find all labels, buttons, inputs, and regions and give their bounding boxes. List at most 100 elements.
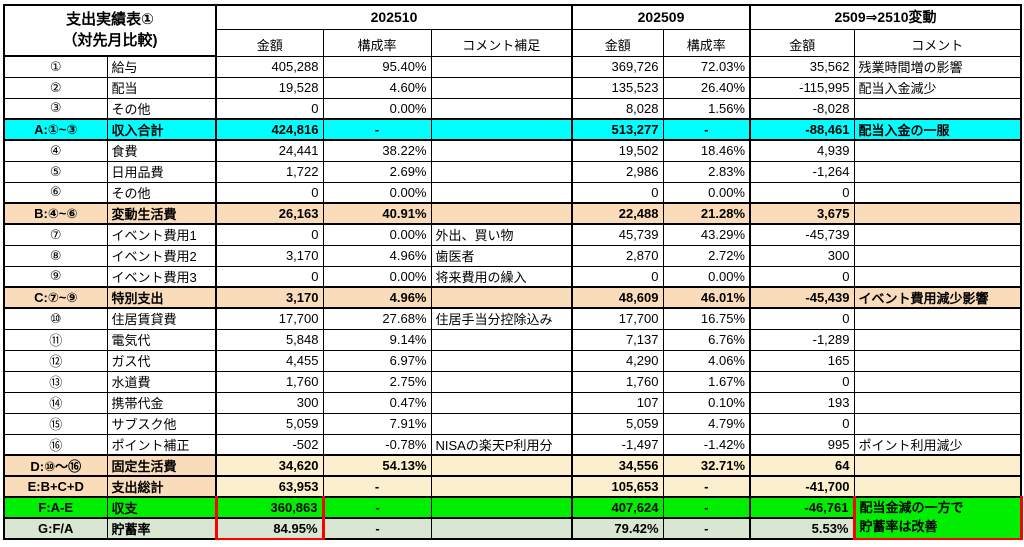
prev-amount-cell: 369,726 — [571, 55, 664, 78]
item-name-cell: 日用品費 — [106, 160, 217, 183]
prev-ratio-cell: 2.72% — [662, 244, 751, 267]
change-amount-cell: -41,700 — [749, 475, 855, 498]
table-title: 支出実績表① （対先月比較) — [3, 4, 217, 57]
current-comment-cell — [430, 118, 573, 141]
change-amount-cell: 3,675 — [749, 202, 855, 225]
prev-ratio-cell: - — [662, 118, 751, 141]
row-id-cell: ⑦ — [3, 223, 108, 246]
current-ratio-cell: 0.00% — [322, 97, 432, 120]
current-ratio-cell: 0.00% — [322, 223, 432, 246]
current-amount-cell: 3,170 — [215, 244, 324, 267]
prev-ratio-cell: 46.01% — [662, 286, 751, 309]
current-ratio-cell: - — [322, 496, 432, 519]
change-comment-cell — [853, 454, 1022, 477]
current-amount-cell: 0 — [215, 223, 324, 246]
month-current-header: 202510 — [215, 4, 573, 30]
prev-ratio-cell: 4.06% — [662, 349, 751, 372]
change-amount-cell: -1,289 — [749, 328, 855, 351]
current-comment-cell — [430, 370, 573, 393]
table-row: ⑨ イベント費用3 0 0.00% 将来費用の繰入 0 0.00% 0 — [3, 265, 1022, 288]
table-row: ⑪ 電気代 5,848 9.14% 7,137 6.76% -1,289 — [3, 328, 1022, 351]
item-name-cell: 支出総計 — [106, 475, 217, 498]
row-id-cell: ⑮ — [3, 412, 108, 435]
change-comment-cell — [853, 412, 1022, 435]
prev-ratio-cell: 4.79% — [662, 412, 751, 435]
current-amount-cell: 19,528 — [215, 76, 324, 99]
item-name-cell: イベント費用1 — [106, 223, 217, 246]
change-amount-cell: 4,939 — [749, 139, 855, 162]
current-ratio-cell: 0.00% — [322, 181, 432, 204]
note-line: 配当金減の一方で — [859, 500, 964, 516]
row-id-cell: B:④~⑥ — [3, 202, 108, 225]
item-name-cell: ガス代 — [106, 349, 217, 372]
header-row-months: 支出実績表① （対先月比較) 202510 202509 2509⇒2510変動 — [3, 4, 1022, 57]
table-row: ⑧ イベント費用2 3,170 4.96% 歯医者 2,870 2.72% 300 — [3, 244, 1022, 267]
current-comment-cell — [430, 139, 573, 162]
current-comment-cell — [430, 160, 573, 183]
row-id-cell: ⑭ — [3, 391, 108, 414]
prev-ratio-cell: 26.40% — [662, 76, 751, 99]
table-row: D:⑩～⑯ 固定生活費 34,620 54.13% 34,556 32.71% 64 — [3, 454, 1022, 477]
change-amount-cell: 64 — [749, 454, 855, 477]
prev-ratio-cell: 16.75% — [662, 307, 751, 330]
current-ratio-cell: 6.97% — [322, 349, 432, 372]
table-row: A:①~③ 収入合計 424,816-513,277- -88,461 配当入金の一服 — [3, 118, 1022, 141]
current-ratio-cell: - — [322, 475, 432, 498]
current-comment-cell: 将来費用の繰入 — [430, 265, 573, 288]
change-comment-cell — [853, 181, 1022, 204]
item-name-cell: 水道費 — [106, 370, 217, 393]
table-row: ⑭ 携帯代金 300 0.47% 107 0.10% 193 — [3, 391, 1022, 414]
row-id-cell: ⑯ — [3, 433, 108, 456]
change-amount-cell: -46,761 — [749, 496, 855, 519]
prev-ratio-cell: 43.29% — [662, 223, 751, 246]
prev-ratio-cell: 6.76% — [662, 328, 751, 351]
prev-amount-cell: 105,653 — [571, 475, 664, 498]
change-comment-cell — [853, 97, 1022, 120]
change-comment-cell — [853, 370, 1022, 393]
current-amount-cell: 26,163 — [215, 202, 324, 225]
table-row: ② 配当 19,528 4.60% 135,523 26.40% -115,995 配当入金減… — [3, 76, 1022, 99]
prev-ratio-cell: 0.00% — [662, 181, 751, 204]
highlight-note-cell: 配当金減の一方で 貯蓄率は改善 — [852, 496, 1023, 540]
change-comment-cell — [853, 244, 1022, 267]
current-comment-cell: 住居手当分控除込み — [430, 307, 573, 330]
item-name-cell: 給与 — [106, 55, 217, 78]
row-id-cell: ③ — [3, 97, 108, 120]
expense-table: 支出実績表① （対先月比較) 202510 202509 2509⇒2510変動… — [3, 4, 1023, 540]
item-name-cell: ポイント補正 — [106, 433, 217, 456]
change-comment-cell — [853, 391, 1022, 414]
row-id-cell: ① — [3, 55, 108, 78]
current-comment-cell — [430, 496, 573, 519]
prev-ratio-cell: - — [662, 475, 751, 498]
prev-ratio-cell: 1.56% — [662, 97, 751, 120]
current-comment-cell — [430, 517, 573, 540]
prev-amount-cell: 7,137 — [571, 328, 664, 351]
table-title-line2: （対先月比較) — [62, 31, 158, 49]
change-amount-cell: 995 — [749, 433, 855, 456]
table-title-line1: 支出実績表① — [66, 11, 154, 29]
table-row: ③ その他 0 0.00% 8,028 1.56% -8,028 — [3, 97, 1022, 120]
current-ratio-cell: 4.96% — [322, 244, 432, 267]
table-row: G:F/A 貯蓄率 84.95% -79.42% -5.53% — [3, 517, 1021, 540]
change-comment-cell — [853, 349, 1022, 372]
current-comment-cell — [430, 202, 573, 225]
current-amount-cell: 84.95% — [214, 517, 325, 540]
current-ratio-cell: -0.78% — [322, 433, 432, 456]
current-amount-cell: -502 — [215, 433, 324, 456]
change-comment-cell — [853, 475, 1022, 498]
current-comment-cell — [430, 328, 573, 351]
col-header-prev-amount: 金額 — [571, 28, 664, 57]
prev-amount-cell: 0 — [571, 181, 664, 204]
table-row: ④ 食費 24,441 38.22% 19,502 18.46% 4,939 — [3, 139, 1022, 162]
current-amount-cell: 17,700 — [215, 307, 324, 330]
change-amount-cell: -45,739 — [749, 223, 855, 246]
row-id-cell: ⑨ — [3, 265, 108, 288]
table-row: ⑦ イベント費用1 0 0.00% 外出、買い物 45,739 43.29% -45,739 — [3, 223, 1022, 246]
prev-amount-cell: 1,760 — [571, 370, 664, 393]
current-amount-cell: 34,620 — [215, 454, 324, 477]
current-comment-cell — [430, 349, 573, 372]
item-name-cell: 食費 — [106, 139, 217, 162]
change-amount-cell: 165 — [749, 349, 855, 372]
prev-amount-cell: 34,556 — [571, 454, 664, 477]
